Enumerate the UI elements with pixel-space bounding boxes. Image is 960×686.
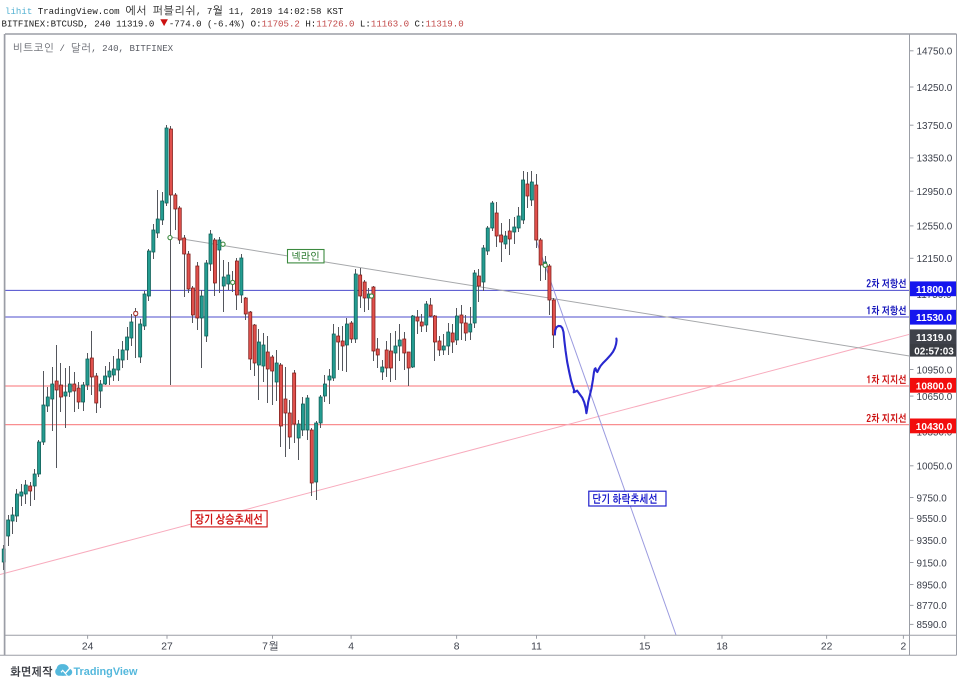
svg-text:11, 2019 14:02:58 KST: 11, 2019 14:02:58 KST [223, 6, 344, 17]
svg-text:22: 22 [821, 642, 833, 653]
svg-text:8950.0: 8950.0 [917, 580, 948, 591]
svg-text:15: 15 [639, 642, 651, 653]
svg-text:11319.0: 11319.0 [916, 333, 952, 344]
svg-text:BITFINEX:BTCUSD, 240 11319.0: BITFINEX:BTCUSD, 240 11319.0 [2, 19, 160, 30]
svg-text:lihit: lihit [5, 6, 32, 17]
svg-text:7: 7 [262, 642, 268, 653]
svg-text:24: 24 [82, 642, 94, 653]
svg-text:9750.0: 9750.0 [917, 493, 948, 504]
svg-text:8: 8 [454, 642, 460, 653]
svg-text:C:: C: [409, 19, 425, 30]
svg-text:4: 4 [348, 642, 354, 653]
svg-text:/: / [54, 43, 70, 54]
svg-text:9350.0: 9350.0 [917, 536, 948, 547]
svg-text:TradingView: TradingView [74, 666, 138, 678]
svg-text:14750.0: 14750.0 [917, 47, 953, 58]
svg-text:10650.0: 10650.0 [917, 392, 953, 403]
svg-text:H:: H: [300, 19, 316, 30]
svg-text:02:57:03: 02:57:03 [914, 346, 954, 357]
svg-text:10950.0: 10950.0 [917, 365, 953, 376]
svg-text:11319.0: 11319.0 [425, 19, 463, 30]
svg-text:10430.0: 10430.0 [916, 422, 953, 433]
svg-text:2: 2 [901, 642, 907, 653]
svg-text:, 240, BITFINEX: , 240, BITFINEX [91, 43, 173, 54]
svg-text:11705.2: 11705.2 [262, 19, 300, 30]
svg-text:8770.0: 8770.0 [917, 601, 948, 612]
svg-text:10800.0: 10800.0 [916, 381, 953, 392]
svg-text:12550.0: 12550.0 [917, 222, 953, 233]
svg-text:11: 11 [531, 642, 542, 653]
svg-text:12950.0: 12950.0 [917, 187, 953, 198]
svg-text:27: 27 [161, 642, 173, 653]
svg-text:11726.0: 11726.0 [316, 19, 354, 30]
svg-text:10050.0: 10050.0 [917, 462, 953, 473]
svg-text:L:: L: [354, 19, 370, 30]
svg-text:11800.0: 11800.0 [916, 285, 952, 296]
svg-text:-774.0 (-6.4%) O:: -774.0 (-6.4%) O: [169, 19, 262, 30]
svg-text:11530.0: 11530.0 [916, 313, 952, 324]
svg-text:9550.0: 9550.0 [917, 514, 948, 525]
svg-text:8590.0: 8590.0 [917, 620, 948, 631]
svg-text:9150.0: 9150.0 [917, 558, 948, 569]
svg-text:11163.0: 11163.0 [371, 19, 409, 30]
svg-text:12150.0: 12150.0 [917, 254, 953, 265]
svg-text:, 7: , 7 [196, 6, 212, 17]
svg-text:13350.0: 13350.0 [917, 154, 953, 165]
svg-text:13750.0: 13750.0 [917, 121, 953, 132]
svg-text:14250.0: 14250.0 [917, 83, 953, 94]
svg-text:TradingView.com: TradingView.com [32, 6, 125, 17]
svg-text:18: 18 [716, 642, 728, 653]
